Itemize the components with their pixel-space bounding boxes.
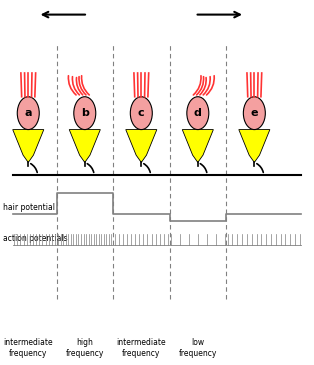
Text: b: b: [81, 108, 89, 118]
Text: e: e: [251, 108, 258, 118]
Text: intermediate
frequency: intermediate frequency: [3, 338, 53, 358]
Text: action potentials: action potentials: [3, 234, 68, 243]
Ellipse shape: [243, 97, 265, 130]
Polygon shape: [13, 130, 44, 162]
Ellipse shape: [187, 97, 209, 130]
Polygon shape: [239, 130, 270, 162]
Polygon shape: [126, 130, 157, 162]
Ellipse shape: [130, 97, 152, 130]
Polygon shape: [69, 130, 100, 162]
Text: d: d: [194, 108, 202, 118]
Text: intermediate
frequency: intermediate frequency: [116, 338, 166, 358]
Text: hair potential: hair potential: [3, 203, 55, 212]
Ellipse shape: [74, 97, 96, 130]
Text: c: c: [138, 108, 145, 118]
Text: high
frequency: high frequency: [66, 338, 104, 358]
Text: low
frequency: low frequency: [179, 338, 217, 358]
Polygon shape: [182, 130, 214, 162]
Text: a: a: [24, 108, 32, 118]
Ellipse shape: [17, 97, 39, 130]
